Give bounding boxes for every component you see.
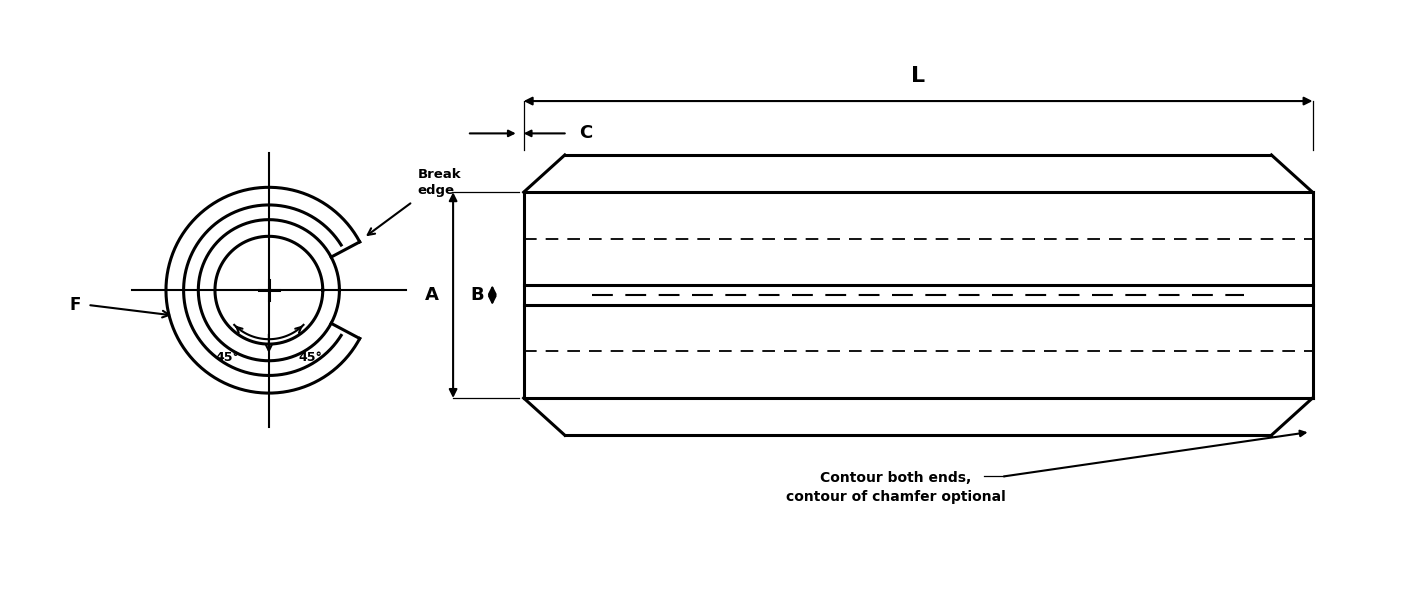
Text: B: B (471, 286, 485, 304)
Text: 45°: 45° (215, 351, 239, 364)
Text: A: A (425, 286, 439, 304)
Text: C: C (579, 124, 593, 142)
Text: Break
edge: Break edge (418, 168, 461, 197)
Text: Contour both ends,
contour of chamfer optional: Contour both ends, contour of chamfer op… (786, 472, 1005, 504)
Text: 45°: 45° (298, 351, 322, 364)
Text: F: F (69, 296, 80, 314)
Text: L: L (911, 67, 925, 86)
